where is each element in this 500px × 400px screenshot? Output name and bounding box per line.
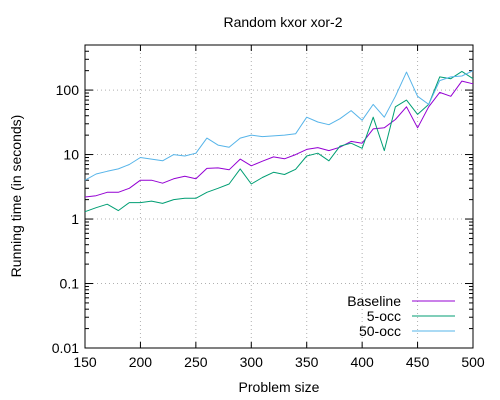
series-line-50-occ — [84, 70, 474, 181]
y-tick-label: 100 — [56, 82, 80, 98]
x-tick-label: 500 — [461, 354, 485, 370]
series-lines — [84, 70, 474, 213]
chart-title: Random kxor xor-2 — [223, 14, 342, 30]
y-tick-label: 1 — [71, 211, 79, 227]
x-tick-label: 400 — [350, 354, 374, 370]
y-tick-label: 0.01 — [52, 340, 79, 356]
series-line-5-occ — [84, 70, 474, 213]
series-line-baseline — [84, 80, 474, 198]
legend-label: Baseline — [347, 293, 401, 309]
grid-lines — [85, 45, 473, 348]
legend-label: 5-occ — [367, 308, 401, 324]
y-tick-label: 0.1 — [60, 276, 80, 292]
legend-label: 50-occ — [359, 323, 401, 339]
x-axis: 150 200 250 300 350 400 450 500 — [73, 45, 485, 370]
x-tick-label: 250 — [184, 354, 208, 370]
y-tick-label: 10 — [63, 147, 79, 163]
y-axis-label: Running time (in seconds) — [8, 115, 24, 278]
x-axis-label: Problem size — [239, 379, 320, 395]
y-axis: 0.01 0.1 1 10 100 — [52, 50, 473, 356]
x-tick-label: 450 — [406, 354, 430, 370]
x-tick-label: 200 — [129, 354, 153, 370]
x-tick-label: 300 — [240, 354, 264, 370]
x-tick-label: 350 — [295, 354, 319, 370]
x-tick-label: 150 — [73, 354, 97, 370]
